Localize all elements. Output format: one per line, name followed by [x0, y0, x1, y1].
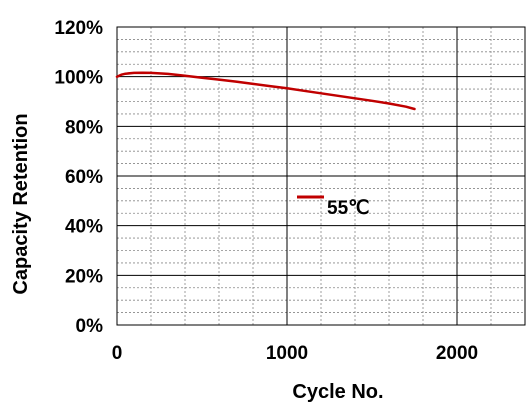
x-axis-title: Cycle No. — [292, 381, 383, 403]
y-tick-label: 100% — [54, 68, 103, 89]
x-tick-label: 2000 — [436, 343, 478, 364]
x-tick-label: 1000 — [266, 343, 308, 364]
x-axis-ticks: 0 1000 2000 — [112, 343, 478, 364]
y-axis-title: Capacity Retention — [10, 113, 32, 294]
legend: 55℃ — [297, 195, 369, 219]
y-tick-label: 60% — [65, 167, 103, 188]
y-tick-label: 40% — [65, 217, 103, 238]
y-tick-label: 120% — [54, 18, 103, 39]
plot-frame — [116, 26, 526, 326]
legend-label-55c: 55℃ — [327, 198, 369, 219]
y-axis-ticks: 0% 20% 40% 60% 80% 100% 120% — [54, 18, 103, 337]
x-tick-label: 0 — [112, 343, 123, 364]
y-tick-label: 20% — [65, 266, 103, 287]
y-tick-label: 80% — [65, 117, 103, 138]
y-tick-label: 0% — [76, 316, 104, 337]
series-layer — [115, 71, 416, 111]
series-line-0 — [115, 71, 416, 111]
